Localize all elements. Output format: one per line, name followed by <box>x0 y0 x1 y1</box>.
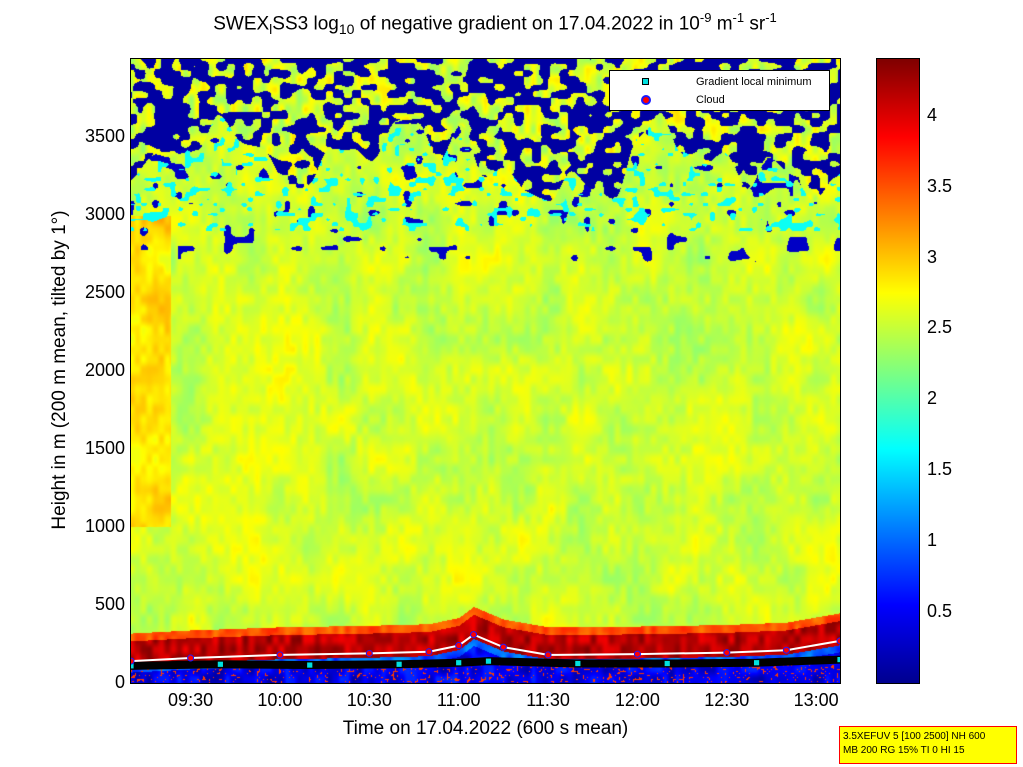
x-tick-label: 11:00 <box>436 690 481 710</box>
y-tick-label: 1000 <box>84 516 125 536</box>
cloud-line <box>131 633 840 663</box>
cloud-point <box>131 657 135 665</box>
square-marker-icon <box>642 78 649 85</box>
cloud-point <box>544 651 552 659</box>
gradient-minimum-point <box>216 660 224 668</box>
gradient-minimum-point <box>395 660 403 668</box>
gradient-minimum-band <box>131 655 840 670</box>
colorbar-tick-label: 3.5 <box>927 175 953 196</box>
gradient-minimum-point <box>455 659 463 667</box>
x-tick-label: 13:00 <box>793 690 839 710</box>
cloud-point <box>782 646 790 654</box>
x-tick-label: 12:30 <box>704 690 750 710</box>
cloud-point <box>365 649 373 657</box>
gradient-minimum-point <box>574 660 582 667</box>
x-tick-label: 09:30 <box>168 690 214 710</box>
infobox-line-2: MB 200 RG 15% TI 0 HI 15 <box>843 745 965 756</box>
colorbar-tick-label: 3 <box>927 246 938 267</box>
colorbar-tick-label: 0.5 <box>927 601 953 622</box>
legend-label: Gradient local minimum <box>696 76 812 88</box>
legend-label: Cloud <box>696 94 725 106</box>
gradient-minimum-point <box>485 657 492 665</box>
cloud-point <box>633 650 641 658</box>
chart-title: SWEXlSS3 log10 of negative gradient on 1… <box>213 10 777 38</box>
y-tick-label: 500 <box>94 594 125 614</box>
cloud-point <box>455 642 463 650</box>
gradient-minimum-point <box>663 660 671 667</box>
x-tick-label: 11:30 <box>526 690 570 710</box>
gradient-minimum-point <box>306 661 314 669</box>
x-tick-label: 12:00 <box>614 690 660 710</box>
legend-item-cloud: Cloud <box>610 91 829 109</box>
cloud-point <box>425 648 433 656</box>
y-tick-label: 3000 <box>84 204 125 224</box>
series-overlay <box>131 631 840 670</box>
colorbar-tick-label: 1 <box>927 530 938 551</box>
y-tick-label: 2000 <box>84 360 125 380</box>
cloud-point <box>499 643 507 651</box>
colorbar-tick-label: 2 <box>927 388 938 409</box>
plot-area <box>130 58 841 684</box>
x-axis-label: Time on 17.04.2022 (600 s mean) <box>342 718 629 739</box>
x-tick-label: 10:30 <box>346 690 392 710</box>
cloud-point <box>276 651 284 659</box>
colorbar <box>876 58 920 684</box>
infobox-line-1: 3.5XEFUV 5 [100 2500] NH 600 <box>843 731 986 742</box>
colorbar-tick-label: 2.5 <box>927 317 953 338</box>
cloud-point <box>836 637 840 645</box>
cloud-point <box>470 631 478 639</box>
parameter-infobox: 3.5XEFUV 5 [100 2500] NH 600 MB 200 RG 1… <box>839 726 1017 764</box>
colorbar-tick-label: 1.5 <box>927 459 953 480</box>
y-tick-label: 0 <box>114 672 125 692</box>
colorbar-tick-label: 4 <box>927 104 938 125</box>
y-tick-label: 2500 <box>84 282 125 302</box>
cloud-point <box>187 654 195 662</box>
x-tick-label: 10:00 <box>257 690 303 710</box>
cloud-point <box>723 649 731 657</box>
y-axis-label: Height in m (200 m mean, tilted by 1°) <box>49 210 70 530</box>
legend-item-gradient-minimum: Gradient local minimum <box>610 73 829 91</box>
gradient-minimum-point <box>836 656 840 663</box>
gradient-minimum-point <box>131 662 135 670</box>
circle-marker-icon <box>641 95 651 105</box>
heatmap <box>131 59 840 683</box>
y-tick-label: 3500 <box>84 126 125 146</box>
y-tick-label: 1500 <box>84 438 125 458</box>
gradient-minimum-point <box>753 659 760 667</box>
legend: Gradient local minimum Cloud <box>609 70 830 111</box>
